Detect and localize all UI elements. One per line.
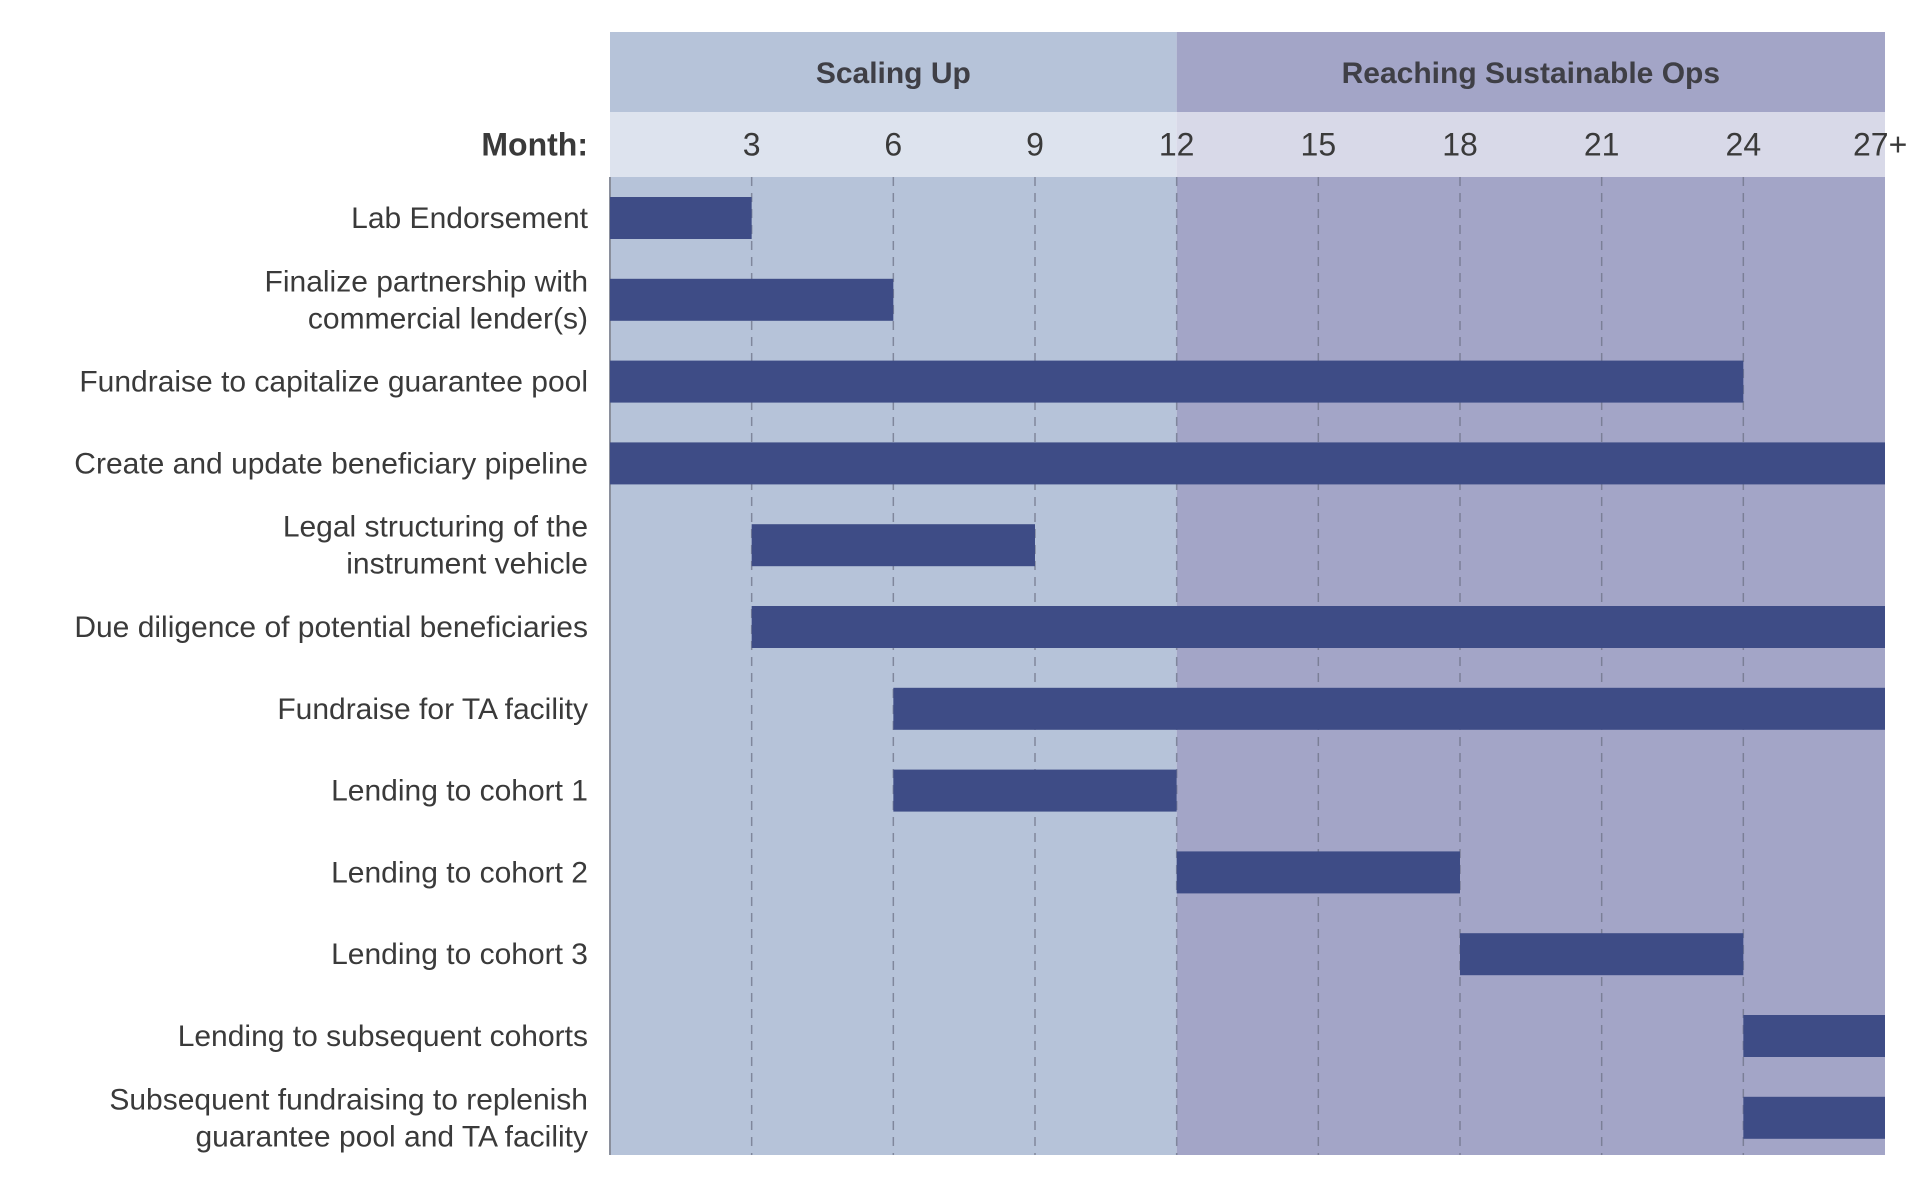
task-label: Fundraise to capitalize guarantee pool — [79, 366, 588, 399]
task-label: Subsequent fundraising to replenish — [109, 1083, 588, 1116]
axis-title: Month: — [481, 127, 588, 163]
tick-label: 15 — [1301, 127, 1337, 163]
phase-header — [610, 32, 1177, 112]
phase-background — [1176, 177, 1885, 1155]
phase-label: Scaling Up — [816, 57, 971, 90]
task-bar — [610, 360, 1744, 403]
tick-label: 27+ — [1853, 127, 1907, 163]
tick-label: 24 — [1726, 127, 1762, 163]
task-label: Fundraise for TA facility — [277, 693, 588, 726]
tick-strip — [610, 112, 1177, 177]
task-bar — [1460, 933, 1744, 976]
task-label: Lending to cohort 3 — [331, 938, 588, 971]
task-bar — [893, 769, 1177, 812]
phase-label: Reaching Sustainable Ops — [1342, 57, 1720, 90]
task-label: Lending to cohort 2 — [331, 856, 588, 889]
task-label: Lending to subsequent cohorts — [178, 1020, 588, 1053]
task-label: Due diligence of potential beneficiaries — [74, 611, 588, 644]
task-bar — [610, 442, 1885, 485]
tick-label: 6 — [884, 127, 902, 163]
task-bar — [610, 278, 894, 321]
task-label: commercial lender(s) — [308, 302, 588, 335]
task-label: Lending to cohort 1 — [331, 775, 588, 808]
task-label: Legal structuring of the — [283, 511, 588, 544]
phase-header — [1176, 32, 1885, 112]
tick-label: 3 — [743, 127, 761, 163]
task-label: instrument vehicle — [346, 548, 588, 581]
tick-label: 12 — [1159, 127, 1195, 163]
task-bar — [1743, 1015, 1885, 1057]
task-bar — [610, 197, 752, 239]
task-label: Finalize partnership with — [265, 265, 588, 298]
task-label: Create and update beneficiary pipeline — [74, 447, 588, 480]
task-bar — [893, 687, 1885, 730]
tick-label: 18 — [1442, 127, 1478, 163]
task-bar — [1743, 1096, 1885, 1139]
task-label: Lab Endorsement — [351, 202, 588, 235]
task-bar — [1176, 851, 1460, 894]
tick-strip — [1176, 112, 1885, 177]
tick-label: 9 — [1026, 127, 1044, 163]
task-bar — [751, 606, 1885, 648]
task-label: guarantee pool and TA facility — [196, 1120, 589, 1153]
tick-label: 21 — [1584, 127, 1620, 163]
task-bar — [751, 524, 1035, 567]
